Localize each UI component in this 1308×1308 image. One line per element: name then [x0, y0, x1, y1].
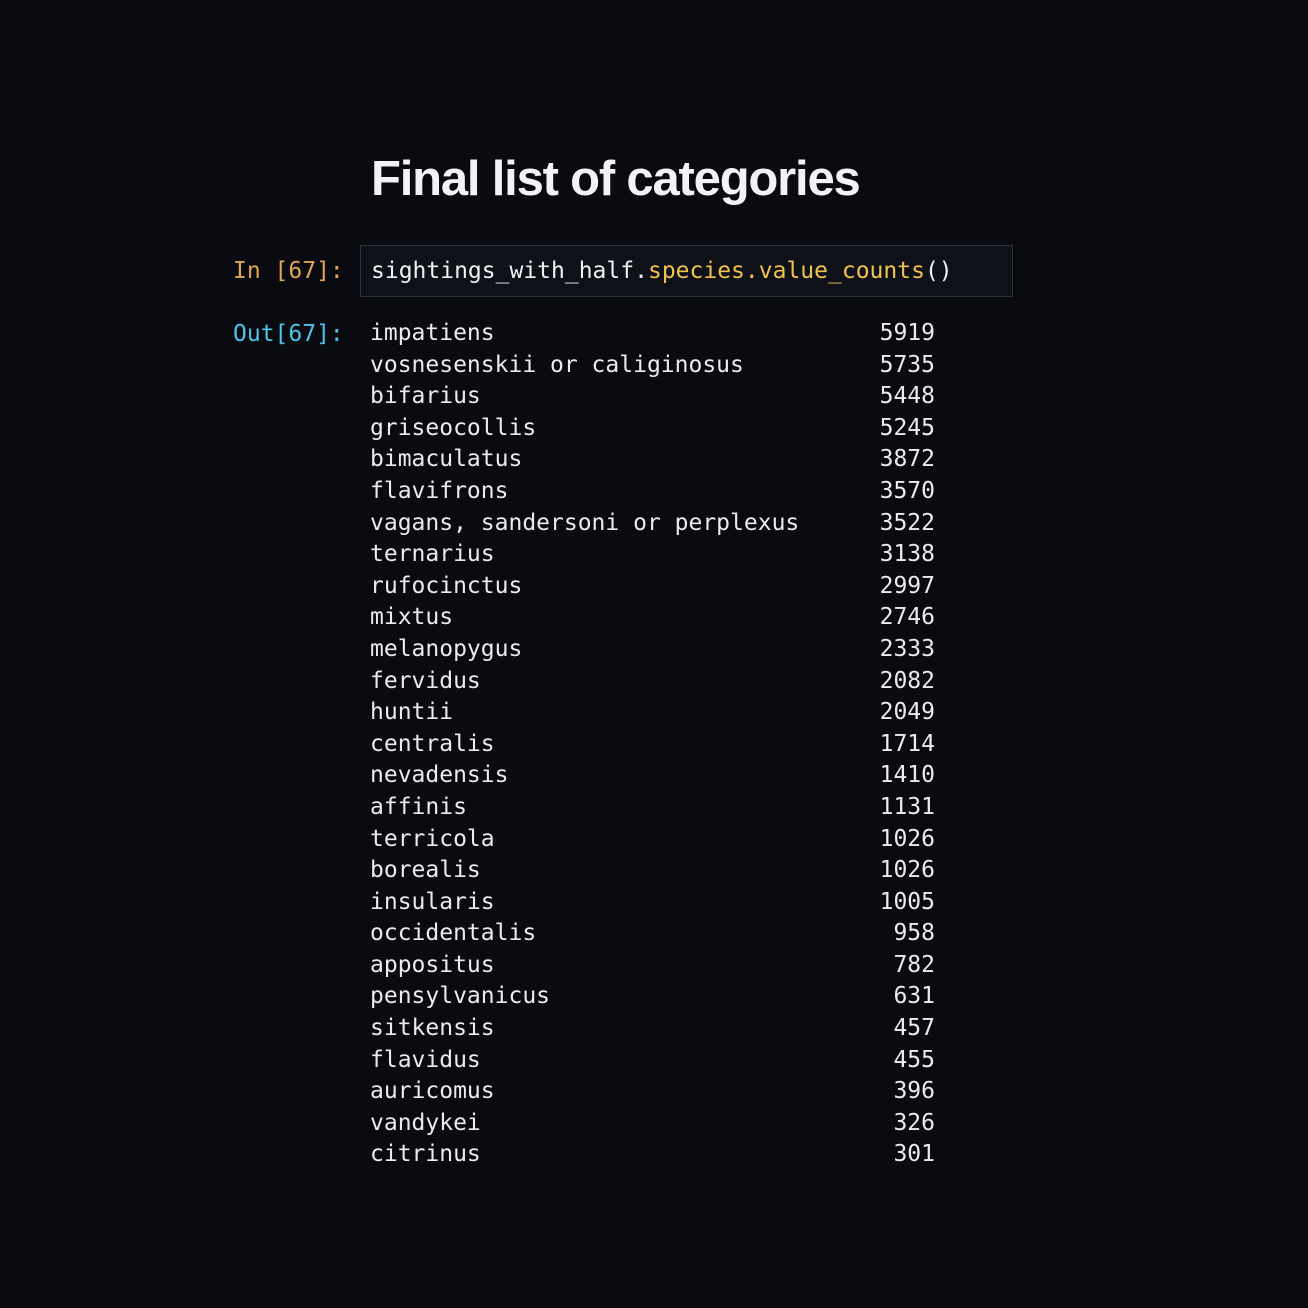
species-name: vagans, sandersoni or perplexus — [370, 509, 800, 536]
species-name: rufocinctus — [370, 572, 523, 599]
species-count: 2082 — [879, 667, 935, 694]
species-name: fervidus — [370, 667, 481, 694]
species-name: pensylvanicus — [370, 983, 551, 1010]
notebook-heading: Final list of categories — [371, 152, 861, 206]
species-count: 2333 — [879, 635, 935, 662]
output-row: bifarius 5448 — [370, 381, 940, 413]
output-prompt: Out[67]: — [233, 321, 344, 347]
species-count: 631 — [893, 983, 935, 1010]
output-row: griseocollis 5245 — [370, 413, 940, 445]
species-count: 2997 — [879, 572, 935, 599]
species-count: 326 — [893, 1109, 935, 1136]
code-dot: . — [634, 258, 648, 284]
output-row: auricomus 396 — [370, 1076, 940, 1108]
species-name: insularis — [370, 888, 495, 915]
species-count: 1410 — [879, 762, 935, 789]
species-count: 1131 — [879, 793, 935, 820]
species-count: 3138 — [879, 541, 935, 568]
species-count: 2746 — [879, 604, 935, 631]
output-row: citrinus 301 — [370, 1139, 940, 1171]
output-row: bimaculatus 3872 — [370, 444, 940, 476]
species-name: huntii — [370, 699, 454, 726]
species-name: impatiens — [370, 320, 495, 346]
output-row: insularis 1005 — [370, 887, 940, 919]
species-count: 1026 — [879, 825, 935, 852]
species-name: nevadensis — [370, 762, 509, 789]
species-count: 958 — [893, 920, 935, 947]
value-counts-output: impatiens 5919 vosnesenskii or caliginosus… — [370, 318, 940, 1171]
species-name: vosnesenskii or caliginosus — [370, 351, 744, 378]
output-row: huntii 2049 — [370, 697, 940, 729]
code-object: sightings_with_half — [371, 258, 635, 284]
code-method: value_counts — [758, 258, 925, 284]
species-count: 5245 — [879, 414, 935, 441]
species-count: 301 — [893, 1141, 935, 1168]
species-count: 396 — [893, 1078, 935, 1105]
species-count: 782 — [893, 951, 935, 978]
species-count: 3522 — [879, 509, 935, 536]
output-row: pensylvanicus 631 — [370, 981, 940, 1013]
species-name: ternarius — [370, 541, 495, 568]
output-row: vagans, sandersoni or perplexus 3522 — [370, 508, 940, 540]
species-name: flavifrons — [370, 477, 509, 504]
output-row: borealis 1026 — [370, 855, 940, 887]
output-row: vosnesenskii or caliginosus 5735 — [370, 350, 940, 382]
species-name: sitkensis — [370, 1015, 495, 1042]
species-count: 457 — [893, 1015, 935, 1042]
code-call-parens: () — [924, 258, 953, 284]
species-name: occidentalis — [370, 920, 537, 947]
output-row: vandykei 326 — [370, 1108, 940, 1140]
output-row: nevadensis 1410 — [370, 760, 940, 792]
species-count: 5919 — [879, 320, 935, 346]
species-name: borealis — [370, 857, 481, 884]
species-name: affinis — [370, 793, 467, 820]
output-row: fervidus 2082 — [370, 666, 940, 698]
species-count: 1714 — [879, 730, 935, 757]
output-row: melanopygus 2333 — [370, 634, 940, 666]
input-prompt: In [67]: — [233, 258, 344, 284]
species-count: 455 — [893, 1046, 935, 1073]
output-row: rufocinctus 2997 — [370, 571, 940, 603]
species-name: griseocollis — [370, 414, 537, 441]
output-row: mixtus 2746 — [370, 602, 940, 634]
output-row: affinis 1131 — [370, 792, 940, 824]
output-row: terricola 1026 — [370, 824, 940, 856]
species-name: flavidus — [370, 1046, 481, 1073]
species-name: melanopygus — [370, 635, 523, 662]
species-name: mixtus — [370, 604, 454, 631]
species-name: terricola — [370, 825, 495, 852]
species-count: 5448 — [879, 383, 935, 410]
output-row: impatiens 5919 — [370, 318, 940, 350]
code-attribute: species — [647, 258, 745, 284]
species-count: 1026 — [879, 857, 935, 884]
code-cell[interactable]: sightings_with_half.species.value_counts… — [360, 245, 1013, 297]
output-row: occidentalis 958 — [370, 918, 940, 950]
species-name: centralis — [370, 730, 495, 757]
output-row: ternarius 3138 — [370, 539, 940, 571]
output-row: appositus 782 — [370, 950, 940, 982]
output-row: flavifrons 3570 — [370, 476, 940, 508]
species-count: 2049 — [879, 699, 935, 726]
code-dot: . — [744, 258, 759, 284]
output-row: centralis 1714 — [370, 729, 940, 761]
species-name: bifarius — [370, 383, 481, 410]
species-count: 3872 — [879, 446, 935, 473]
species-name: bimaculatus — [370, 446, 523, 473]
output-row: sitkensis 457 — [370, 1013, 940, 1045]
species-count: 1005 — [879, 888, 935, 915]
species-name: vandykei — [370, 1109, 481, 1136]
species-count: 5735 — [879, 351, 935, 378]
species-name: auricomus — [370, 1078, 495, 1105]
output-row: flavidus 455 — [370, 1045, 940, 1077]
species-name: citrinus — [370, 1141, 481, 1168]
species-count: 3570 — [879, 477, 935, 504]
species-name: appositus — [370, 951, 495, 978]
